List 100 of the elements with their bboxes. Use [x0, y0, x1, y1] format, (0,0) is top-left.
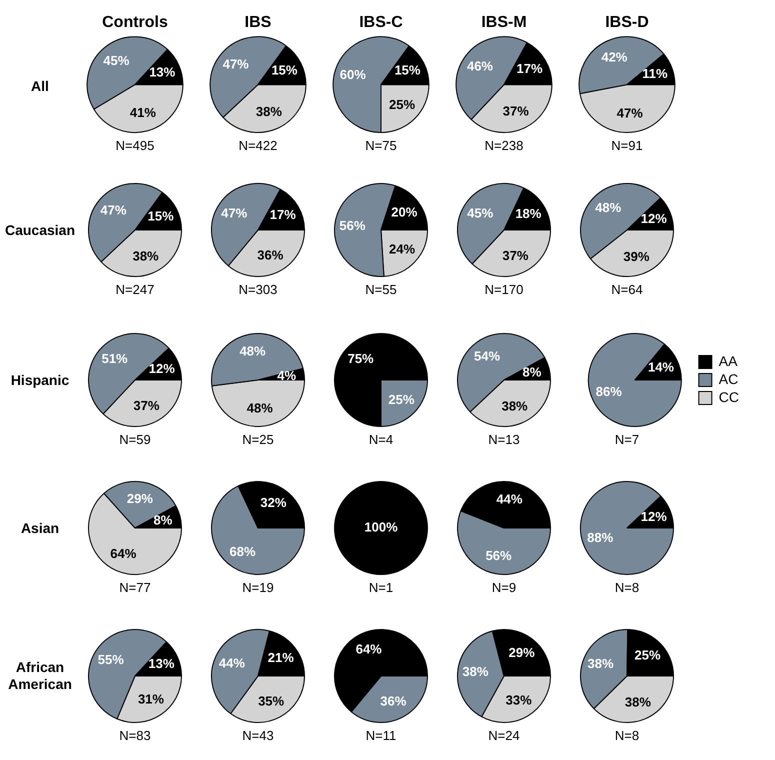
text: N=77	[118, 580, 152, 595]
data-label: 38%	[256, 104, 282, 119]
data-label: 21%	[268, 650, 294, 665]
chart-title: IBS-D	[605, 14, 649, 32]
data-label: 38%	[132, 248, 160, 264]
data-label: 47%	[221, 205, 248, 220]
data-label: 68%	[230, 544, 256, 559]
data-label: 29%	[126, 491, 154, 506]
data-label: 86%	[596, 384, 622, 399]
data-label: 14%	[648, 359, 674, 374]
data-label: 12%	[640, 508, 668, 524]
data-label: 11%	[642, 66, 668, 82]
text: African American	[7, 658, 73, 694]
text: N=75	[364, 138, 398, 153]
data-label: 44%	[218, 655, 246, 670]
data-label: 31%	[138, 692, 164, 707]
data-label: 48%	[246, 400, 274, 416]
data-label: 51%	[102, 351, 128, 366]
data-label: 12%	[640, 210, 668, 226]
text: N=8	[614, 580, 640, 595]
chart-title: IBS	[244, 14, 272, 32]
data-label: 37%	[502, 103, 530, 118]
text: N=4	[368, 432, 394, 447]
text: N=1	[368, 580, 394, 595]
data-label: 17%	[270, 206, 296, 222]
data-label: 55%	[98, 652, 124, 667]
text: N=83	[118, 728, 152, 743]
data-label: 38%	[587, 656, 614, 672]
data-label: 39%	[623, 248, 650, 264]
chart-title: IBS-M	[481, 14, 527, 32]
data-label: 13%	[148, 656, 175, 672]
data-label: 64%	[110, 546, 137, 561]
data-label: 8%	[522, 364, 542, 380]
data-label: 54%	[474, 348, 500, 364]
data-label: 45%	[467, 205, 494, 220]
text: N=422	[238, 138, 278, 153]
text: N=11	[364, 728, 398, 743]
data-label: 48%	[595, 200, 622, 215]
legend-label: AA	[718, 352, 738, 369]
text: N=25	[241, 432, 275, 447]
data-label: 8%	[154, 512, 173, 528]
data-label: 45%	[103, 53, 130, 68]
data-label: 36%	[380, 694, 407, 709]
text: N=9	[490, 580, 518, 595]
data-label: 35%	[258, 693, 285, 708]
data-label: 15%	[271, 62, 298, 78]
text: N=238	[484, 138, 524, 153]
data-label: 18%	[515, 206, 542, 222]
data-label: 75%	[348, 351, 374, 366]
data-label: 20%	[391, 204, 418, 220]
text: N=8	[614, 728, 640, 743]
text: Hispanic	[10, 370, 70, 390]
text: N=55	[364, 282, 398, 297]
data-label: 29%	[508, 644, 536, 660]
data-label: 15%	[394, 62, 421, 78]
data-label: 36%	[257, 248, 284, 263]
data-label: 12%	[148, 360, 176, 376]
data-label: 41%	[130, 104, 156, 120]
data-label: 38%	[502, 398, 528, 414]
text: N=495	[114, 138, 156, 153]
data-label: 88%	[587, 530, 614, 546]
data-label: 38%	[624, 694, 652, 710]
data-label: 47%	[616, 106, 644, 121]
text: N=7	[614, 432, 640, 447]
data-label: 100%	[364, 520, 398, 535]
data-label: 37%	[133, 398, 160, 414]
text: N=43	[241, 728, 275, 743]
text: N=24	[487, 728, 521, 743]
data-label: 44%	[496, 491, 523, 506]
data-label: 25%	[634, 647, 661, 662]
text: N=303	[238, 282, 278, 297]
data-label: 48%	[240, 343, 266, 358]
data-label: 33%	[506, 692, 532, 708]
text: Asian	[20, 518, 60, 538]
data-label: 60%	[340, 67, 366, 82]
data-label: 56%	[486, 548, 512, 563]
text: N=19	[241, 580, 275, 595]
legend-label: AC	[718, 370, 738, 387]
data-label: 17%	[516, 61, 544, 76]
data-label: 38%	[462, 664, 489, 679]
data-label: 64%	[356, 641, 382, 656]
chart-title: Controls	[102, 14, 168, 32]
data-label: 47%	[222, 56, 250, 72]
text: N=59	[118, 432, 152, 447]
data-label: 13%	[149, 64, 176, 80]
data-label: 15%	[148, 208, 174, 224]
data-label: 25%	[388, 392, 415, 407]
data-label: 56%	[339, 218, 366, 233]
text: N=91	[610, 138, 644, 153]
data-label: 37%	[502, 248, 529, 264]
text: All	[30, 76, 50, 96]
data-label: 4%	[277, 368, 296, 383]
text: N=247	[114, 282, 156, 297]
text: N=170	[484, 282, 524, 297]
data-label: 25%	[388, 97, 416, 112]
text: N=13	[487, 432, 521, 447]
data-label: 24%	[389, 241, 416, 256]
data-label: 46%	[466, 58, 494, 74]
legend-label: CC	[718, 388, 740, 405]
chart-title: IBS-C	[359, 14, 404, 32]
